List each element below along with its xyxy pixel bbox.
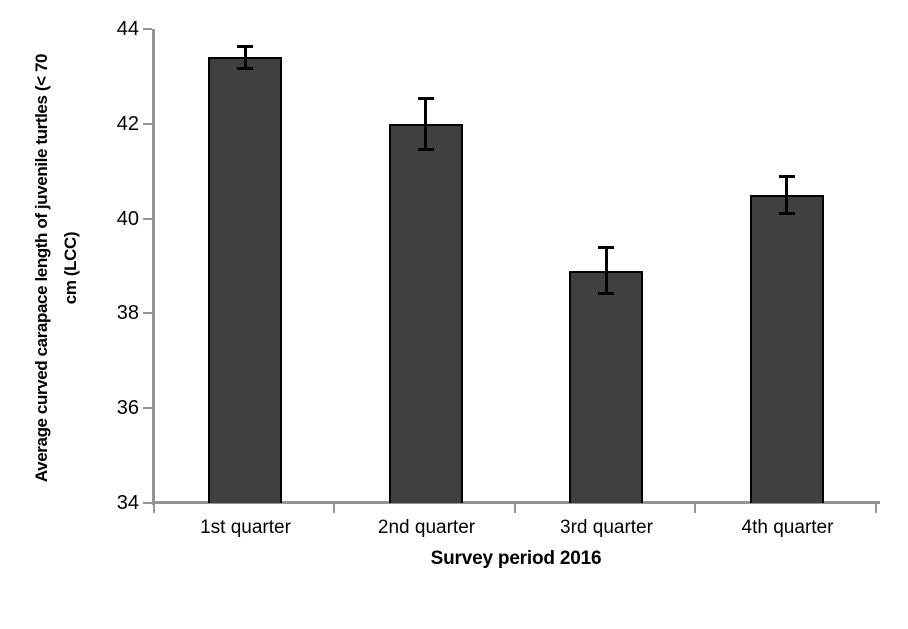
x-axis-tick [514,504,516,513]
x-category-label: 4th quarter [741,517,834,538]
x-axis-tick [875,504,877,513]
error-bar-cap-top [779,175,795,178]
x-category-label: 2nd quarter [377,517,476,538]
y-axis-tick [143,123,152,125]
bar [208,57,282,503]
y-axis-tick [143,312,152,314]
bar [569,271,643,503]
y-axis-title-line2: cm (LCC) [61,231,80,305]
error-bar-line [424,98,427,150]
x-category-label: 3rd quarter [560,517,653,538]
y-axis-title-line1: Average curved carapace length of juveni… [32,53,51,483]
x-axis-tick [694,504,696,513]
y-tick-label: 40 [116,208,139,230]
x-axis-tick [333,504,335,513]
error-bar-cap-bottom [237,67,253,70]
x-category-label: 1st quarter [200,517,291,538]
error-bar-line [244,46,247,70]
error-bar-cap-bottom [779,212,795,215]
y-axis-title: Average curved carapace length of juveni… [27,18,85,518]
y-tick-label: 34 [116,492,139,514]
error-bar-cap-top [237,45,253,48]
y-tick-label: 44 [116,18,139,40]
x-axis-tick [153,504,155,513]
error-bar-line [785,176,788,214]
y-tick-label: 38 [116,302,139,324]
error-bar-cap-top [418,97,434,100]
error-bar-cap-top [598,246,614,249]
bar [750,195,824,503]
y-axis-tick [143,407,152,409]
y-axis-tick [143,218,152,220]
y-tick-label: 36 [116,397,139,419]
y-tick-label: 42 [116,113,139,135]
y-axis-tick [143,502,152,504]
bar [389,124,463,503]
error-bar-cap-bottom [598,292,614,295]
x-axis-line [152,501,880,504]
y-axis-line [152,29,155,505]
x-axis-title: Survey period 2016 [430,548,602,569]
error-bar-line [605,247,608,294]
y-axis-tick [143,28,152,30]
error-bar-cap-bottom [418,148,434,151]
